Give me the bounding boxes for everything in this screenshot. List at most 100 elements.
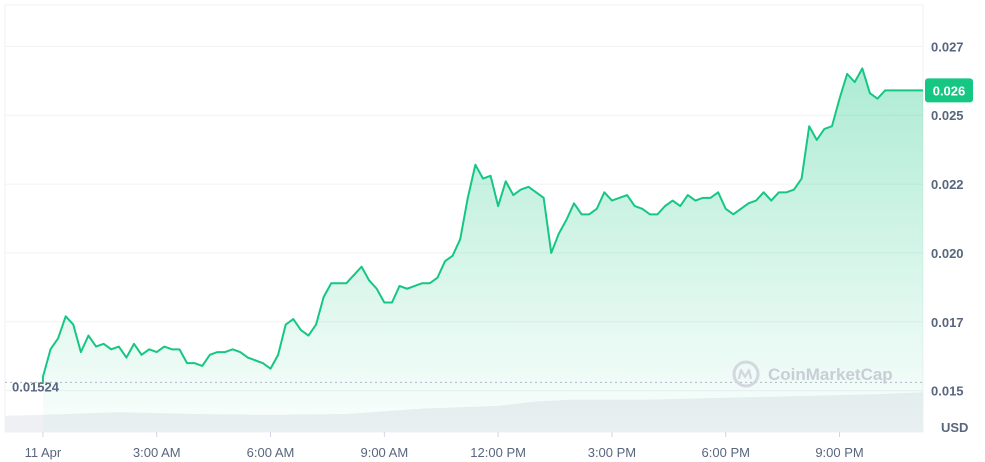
price-point [209, 354, 211, 356]
price-point [156, 351, 158, 353]
price-point [573, 202, 575, 204]
price-point [368, 279, 370, 282]
price-point [444, 260, 446, 262]
price-point [414, 285, 416, 287]
price-point [452, 255, 454, 257]
price-point [831, 125, 833, 127]
price-point [307, 334, 310, 337]
price-point [801, 177, 803, 180]
coinmarketcap-logo-mark [737, 368, 753, 380]
price-point [49, 348, 52, 350]
price-point [216, 351, 219, 353]
price-point [611, 199, 613, 202]
y-tick-label: 0.022 [931, 177, 964, 192]
price-point [194, 362, 196, 364]
x-tick-label: 9:00 AM [360, 445, 408, 460]
price-point [854, 81, 856, 83]
price-point [664, 205, 666, 207]
price-point [694, 199, 696, 202]
price-point [558, 233, 560, 235]
price-point [323, 296, 325, 298]
price-point [618, 197, 621, 199]
y-tick-label: 0.025 [931, 108, 964, 123]
coinmarketcap-logo-icon [732, 360, 760, 388]
price-point [580, 213, 583, 215]
x-tick-label: 11 Apr [25, 445, 62, 460]
price-point [565, 219, 568, 221]
open-price-label: 0.01524 [12, 379, 60, 394]
price-point [376, 288, 378, 290]
price-point [186, 362, 188, 364]
price-point [42, 376, 44, 378]
price-point [429, 282, 431, 284]
price-point [292, 318, 294, 320]
y-tick-label: 0.015 [931, 384, 964, 399]
coinmarketcap-watermark: CoinMarketCap [732, 360, 893, 388]
price-point [527, 186, 530, 188]
y-tick-label: 0.020 [931, 246, 964, 261]
currency-unit-label: USD [941, 420, 968, 435]
price-point [269, 368, 272, 370]
price-point [709, 197, 712, 199]
price-point [103, 343, 105, 345]
price-point [634, 205, 636, 207]
price-point [338, 282, 340, 284]
price-point [57, 337, 59, 339]
price-point [505, 180, 507, 182]
price-point [588, 213, 590, 215]
price-point [406, 288, 408, 290]
price-point [672, 199, 674, 202]
price-point [148, 348, 150, 350]
price-point [603, 191, 605, 193]
y-tick-label: 0.017 [931, 315, 964, 330]
price-point [224, 351, 226, 353]
price-point [550, 252, 552, 254]
price-point [763, 191, 765, 193]
price-point [876, 98, 879, 100]
price-point [315, 323, 317, 326]
current-price-badge-bg [925, 78, 973, 103]
price-point [421, 282, 423, 284]
price-point [118, 346, 120, 348]
price-point [785, 191, 788, 193]
price-point [436, 277, 439, 279]
price-point [656, 213, 659, 215]
price-area-fill [42, 68, 923, 432]
price-point [838, 98, 841, 100]
price-point [740, 208, 742, 210]
price-point [459, 238, 461, 240]
price-point [80, 351, 82, 353]
price-point [140, 354, 143, 356]
price-point [626, 194, 628, 196]
price-point [861, 67, 863, 69]
price-point [732, 213, 734, 215]
price-point [163, 346, 165, 348]
price-point [72, 323, 74, 326]
price-point [778, 191, 780, 193]
price-point [846, 73, 848, 75]
price-point [816, 139, 818, 141]
x-tick-label: 3:00 AM [133, 445, 181, 460]
price-point [239, 351, 241, 353]
price-point [679, 205, 681, 207]
price-point [201, 365, 203, 367]
price-point [520, 188, 522, 191]
price-point [330, 282, 332, 284]
price-point [717, 191, 719, 193]
price-point [489, 175, 492, 177]
price-point [262, 362, 264, 364]
price-point [247, 357, 249, 359]
price-point [285, 323, 287, 326]
price-point [474, 164, 476, 166]
y-axis: 0.015 0.017 0.020 0.022 0.025 0.027 [931, 39, 964, 398]
price-point [808, 125, 810, 127]
price-point [884, 89, 886, 91]
x-axis: 11 Apr 3:00 AM 6:00 AM 9:00 AM 12:00 PM 3:00 … [25, 432, 864, 460]
price-point [543, 197, 545, 199]
price-point [383, 301, 385, 304]
price-point [702, 197, 704, 199]
price-point [596, 208, 598, 210]
price-point [277, 354, 279, 356]
price-point [869, 92, 871, 94]
